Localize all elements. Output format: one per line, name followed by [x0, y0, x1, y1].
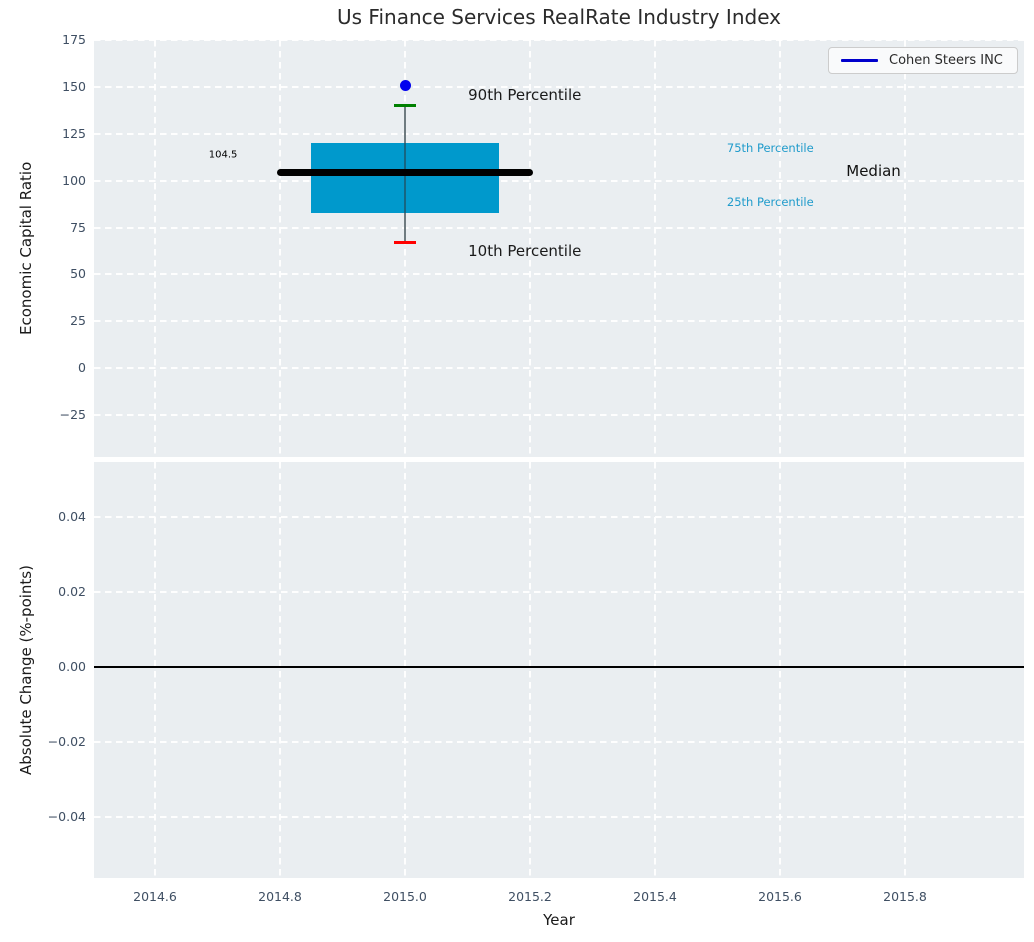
- x-tick-label: 2014.8: [258, 889, 302, 904]
- gridline-h: [94, 320, 1024, 323]
- annotation: Median: [846, 162, 901, 181]
- top-y-axis-title: Economic Capital Ratio: [17, 161, 35, 336]
- y-tick-label: −25: [59, 407, 86, 422]
- annotation: 10th Percentile: [468, 241, 582, 260]
- zero-line: [94, 666, 1024, 668]
- gridline-v: [404, 40, 406, 457]
- y-tick-label: 175: [62, 32, 86, 47]
- chart-title: Us Finance Services RealRate Industry In…: [337, 5, 781, 29]
- annotation: 25th Percentile: [726, 195, 814, 209]
- y-tick-label: −0.02: [47, 734, 86, 749]
- gridline-v: [529, 40, 531, 457]
- gridline-h: [94, 179, 1024, 182]
- gridline-h: [94, 367, 1024, 370]
- gridline-h: [94, 741, 1024, 743]
- x-axis-title: Year: [543, 911, 575, 929]
- gridline-v: [779, 462, 781, 878]
- gridline-v: [154, 462, 156, 878]
- y-tick-label: 0.00: [58, 659, 86, 674]
- y-tick-label: −0.04: [47, 809, 86, 824]
- whisker-line-inner: [404, 143, 406, 213]
- gridline-v: [279, 462, 281, 878]
- gridline-v: [529, 462, 531, 878]
- y-tick-label: 50: [70, 266, 86, 282]
- gridline-h: [94, 273, 1024, 276]
- gridline-v: [404, 462, 406, 878]
- gridline-v: [904, 462, 906, 878]
- top-plot-area: [94, 39, 1024, 457]
- x-tick-label: 2015.8: [883, 889, 927, 904]
- annotation: 104.5: [208, 149, 238, 161]
- median-line: [276, 168, 534, 176]
- gridline-h: [94, 816, 1024, 818]
- legend-line-swatch: [841, 59, 878, 62]
- legend-label: Cohen Steers INC: [889, 53, 1003, 68]
- gridline-h: [94, 591, 1024, 593]
- gridline-v: [779, 40, 781, 457]
- x-tick-label: 2015.4: [633, 889, 677, 904]
- p10-cap: [394, 241, 416, 244]
- gridline-v: [654, 462, 656, 878]
- y-tick-label: 125: [62, 125, 86, 141]
- gridline-h: [94, 516, 1024, 518]
- y-tick-label: 0.02: [58, 584, 86, 599]
- y-tick-label: 150: [62, 78, 86, 94]
- x-tick-label: 2015.2: [508, 889, 552, 904]
- gridline-v: [904, 40, 906, 457]
- gridline-v: [154, 40, 156, 457]
- company-data-point: [399, 79, 411, 91]
- annotation: 90th Percentile: [468, 85, 582, 104]
- x-tick-label: 2014.6: [133, 889, 177, 904]
- y-tick-label: 75: [70, 219, 86, 235]
- gridline-v: [279, 40, 281, 457]
- p90-cap: [394, 104, 416, 108]
- gridline-h: [94, 39, 1024, 41]
- gridline-h: [94, 414, 1024, 416]
- gridline-h: [94, 226, 1024, 229]
- gridline-v: [654, 40, 656, 457]
- x-tick-label: 2015.6: [758, 889, 802, 904]
- x-tick-label: 2015.0: [383, 889, 427, 904]
- annotation: 75th Percentile: [726, 141, 814, 155]
- legend: Cohen Steers INC: [828, 47, 1018, 74]
- gridline-h: [94, 85, 1024, 88]
- y-tick-label: 0.04: [58, 509, 86, 524]
- y-tick-label: 100: [62, 172, 86, 188]
- y-tick-label: 0: [78, 360, 86, 376]
- gridline-h: [94, 132, 1024, 135]
- y-tick-label: 25: [70, 313, 86, 329]
- bottom-plot-area: [94, 462, 1024, 878]
